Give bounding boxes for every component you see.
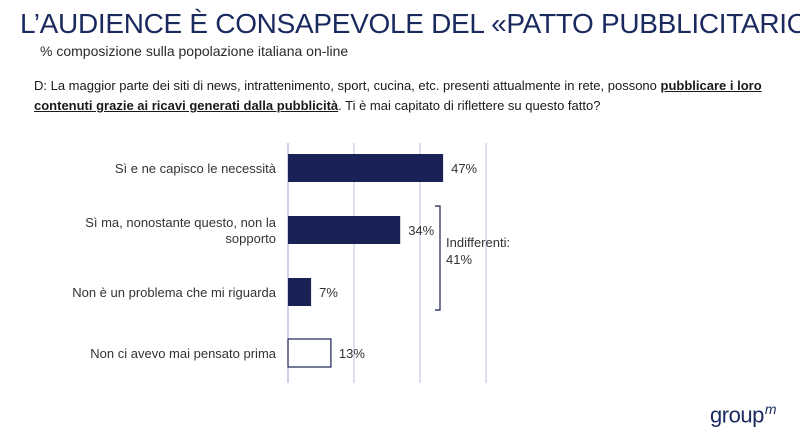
question-part-2: . Ti è mai capitato di riflettere su que… (338, 98, 601, 113)
bracket (435, 205, 441, 311)
bar (288, 154, 444, 182)
bracket-label: 41% (446, 252, 472, 267)
category-label: Non ci avevo mai pensato prima (90, 346, 276, 361)
logo-sup: m (764, 400, 777, 417)
bracket-label: Indifferenti: (446, 235, 510, 250)
question-part-1: D: La maggior parte dei siti di news, in… (34, 78, 657, 93)
value-label: 34% (408, 223, 434, 238)
value-label: 47% (451, 161, 477, 176)
value-label: 7% (319, 285, 338, 300)
value-label: 13% (339, 346, 365, 361)
groupm-logo: groupm (710, 401, 776, 428)
category-label: Sì ma, nonostante questo, non la (85, 215, 277, 230)
question-text: D: La maggior parte dei siti di news, in… (34, 76, 774, 116)
bar (288, 216, 401, 244)
category-label: sopporto (225, 231, 276, 246)
bar (288, 278, 312, 306)
bar (287, 338, 332, 368)
question-highlight: pubblicare i loro contenuti grazie ai ri… (34, 78, 762, 113)
page-title: L’AUDIENCE È CONSAPEVOLE DEL «PATTO PUBB… (20, 8, 800, 39)
logo-text: group (710, 402, 764, 427)
category-label: Non è un problema che mi riguarda (72, 285, 277, 300)
page-subtitle: % composizione sulla popolazione italian… (40, 43, 349, 59)
category-label: Sì e ne capisco le necessità (115, 161, 277, 176)
